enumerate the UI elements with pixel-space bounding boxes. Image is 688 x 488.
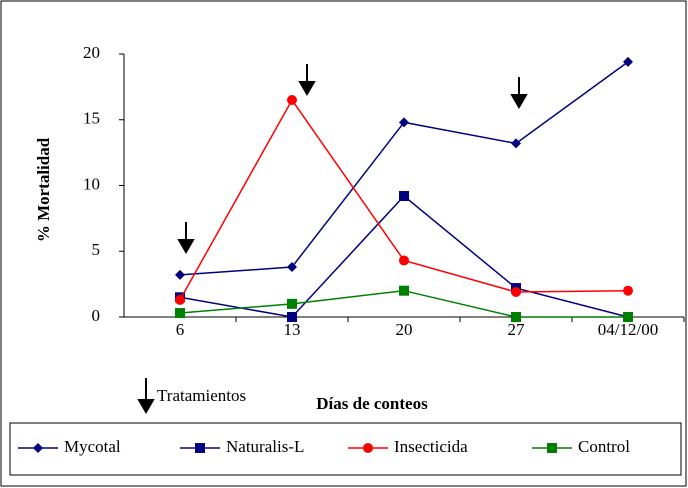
- marker: [287, 262, 297, 273]
- x-tick-label: 13: [284, 320, 301, 339]
- marker: [399, 285, 409, 296]
- marker: [511, 138, 521, 149]
- marker: [623, 285, 633, 296]
- legend-label: Control: [578, 437, 630, 456]
- y-tick-label: 10: [83, 174, 100, 193]
- legend-label: Insecticida: [394, 437, 468, 456]
- x-tick-label: 27: [508, 320, 526, 339]
- legend-label: Mycotal: [64, 437, 121, 456]
- y-axis-title: % Mortalidad: [34, 137, 53, 242]
- x-tick-label: 04/12/00: [598, 320, 658, 339]
- legend-label: Naturalis-L: [226, 437, 304, 456]
- marker: [195, 443, 205, 453]
- y-tick-label: 0: [92, 306, 101, 325]
- x-tick-label: 6: [176, 320, 185, 339]
- x-axis-title: Días de conteos: [316, 394, 428, 413]
- y-tick-label: 5: [92, 240, 101, 259]
- annotation: Tratamientos: [157, 386, 246, 405]
- marker: [175, 269, 185, 280]
- marker: [175, 294, 185, 305]
- marker: [287, 312, 297, 322]
- legend: [9, 422, 682, 476]
- x-tick-label: 20: [396, 320, 413, 339]
- marker: [399, 117, 409, 128]
- marker: [399, 255, 409, 266]
- treatment-arrows: [137, 64, 528, 414]
- marker: [33, 443, 43, 453]
- marker: [623, 56, 633, 67]
- marker: [287, 298, 297, 309]
- marker: [175, 308, 185, 319]
- marker: [511, 287, 521, 298]
- marker: [623, 312, 633, 322]
- marker: [287, 95, 297, 106]
- marker: [511, 312, 521, 322]
- marker: [399, 191, 409, 202]
- marker: [363, 443, 373, 453]
- marker: [547, 443, 557, 453]
- y-tick-label: 15: [83, 109, 100, 128]
- y-tick-label: 20: [83, 43, 100, 62]
